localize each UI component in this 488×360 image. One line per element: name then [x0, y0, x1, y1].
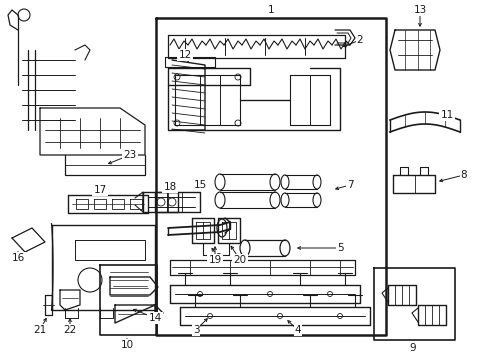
Text: 3: 3	[192, 325, 199, 335]
Text: 18: 18	[163, 182, 176, 192]
Text: 19: 19	[208, 255, 221, 265]
Text: 21: 21	[33, 325, 46, 335]
Text: 6: 6	[214, 253, 221, 263]
Text: 9: 9	[409, 343, 415, 353]
Text: 15: 15	[193, 180, 206, 190]
Text: 13: 13	[412, 5, 426, 15]
Text: 20: 20	[233, 255, 246, 265]
Text: 12: 12	[178, 50, 191, 60]
Text: 10: 10	[120, 340, 133, 350]
Text: 7: 7	[346, 180, 353, 190]
Text: 17: 17	[93, 185, 106, 195]
Text: 1: 1	[267, 5, 274, 15]
Text: 16: 16	[11, 253, 24, 263]
Text: 22: 22	[63, 325, 77, 335]
Text: 4: 4	[294, 325, 301, 335]
Text: 5: 5	[336, 243, 343, 253]
Text: 23: 23	[123, 150, 136, 160]
Text: 2: 2	[356, 35, 363, 45]
Text: 14: 14	[148, 313, 162, 323]
Text: 11: 11	[440, 110, 453, 120]
Text: 8: 8	[460, 170, 467, 180]
